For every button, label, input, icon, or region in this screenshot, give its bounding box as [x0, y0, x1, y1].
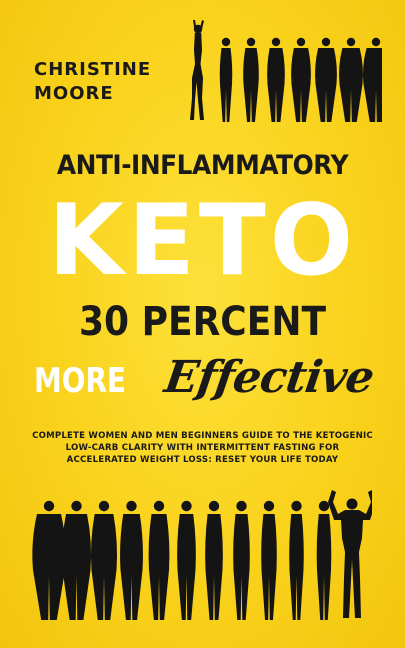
author-name: CHRISTINE MOORE: [34, 58, 151, 106]
man-silhouette-icon: [233, 500, 250, 620]
man-silhouette-icon: [177, 500, 196, 620]
author-last-name: MOORE: [34, 83, 114, 104]
man-silhouette-icon: [289, 500, 304, 620]
woman-silhouette-icon: [267, 37, 285, 122]
woman-weight-loss-silhouettes-icon: [190, 20, 382, 122]
woman-silhouette-icon: [291, 37, 311, 122]
man-weight-loss-silhouettes-icon: [32, 490, 372, 620]
author-first-name: CHRISTINE: [34, 59, 152, 80]
man-silhouette-icon: [120, 500, 143, 620]
man-silhouette-icon: [261, 500, 277, 620]
man-silhouette-icon: [61, 500, 92, 620]
woman-silhouette-icon: [219, 37, 233, 122]
woman-silhouette-icon: [243, 37, 259, 122]
title-30-percent: 30 PERCENT: [78, 299, 327, 345]
man-silhouette-icon: [316, 500, 332, 620]
title-keto: KETO: [47, 184, 358, 298]
woman-silhouette-icon: [315, 37, 337, 122]
subtitle: COMPLETE WOMEN AND MEN BEGINNERS GUIDE T…: [32, 431, 373, 465]
title-anti-inflammatory: ANTI-INFLAMMATORY: [56, 150, 349, 181]
man-silhouette-icon: [205, 500, 223, 620]
woman-silhouette-icon: [362, 37, 382, 122]
man-silhouette-icon: [90, 500, 118, 620]
man-silhouette-icon: [148, 500, 170, 620]
man-silhouette-icon: [32, 500, 66, 620]
title-effective: Effective: [161, 352, 377, 403]
woman-silhouette-icon: [339, 37, 363, 122]
title-more: MORE: [34, 361, 126, 401]
